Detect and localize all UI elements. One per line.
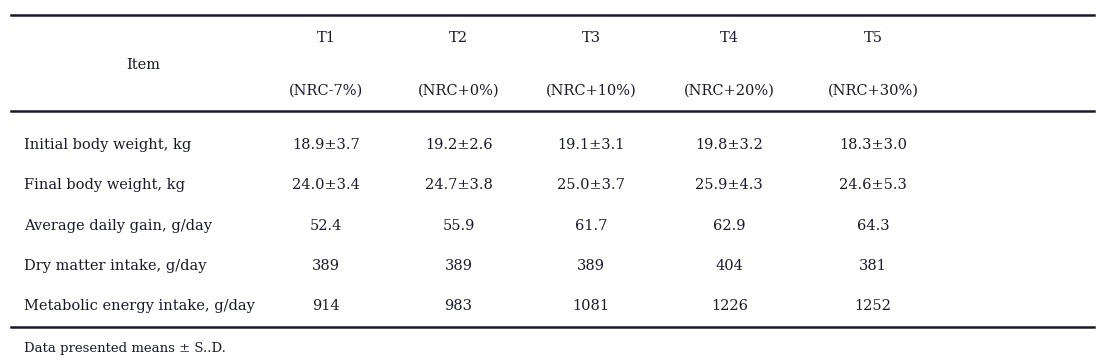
Text: 62.9: 62.9 bbox=[713, 219, 746, 233]
Text: (NRC+20%): (NRC+20%) bbox=[684, 84, 775, 98]
Text: Dry matter intake, g/day: Dry matter intake, g/day bbox=[24, 259, 207, 273]
Text: 389: 389 bbox=[577, 259, 606, 273]
Text: T2: T2 bbox=[449, 31, 469, 45]
Text: T5: T5 bbox=[863, 31, 883, 45]
Text: (NRC+0%): (NRC+0%) bbox=[418, 84, 499, 98]
Text: 61.7: 61.7 bbox=[575, 219, 608, 233]
Text: 64.3: 64.3 bbox=[856, 219, 890, 233]
Text: Metabolic energy intake, g/day: Metabolic energy intake, g/day bbox=[24, 299, 255, 313]
Text: 24.7±3.8: 24.7±3.8 bbox=[424, 178, 493, 192]
Text: 19.2±2.6: 19.2±2.6 bbox=[424, 138, 493, 152]
Text: (NRC+30%): (NRC+30%) bbox=[828, 84, 918, 98]
Text: 24.0±3.4: 24.0±3.4 bbox=[292, 178, 360, 192]
Text: 19.8±3.2: 19.8±3.2 bbox=[695, 138, 764, 152]
Text: Average daily gain, g/day: Average daily gain, g/day bbox=[24, 219, 212, 233]
Text: 52.4: 52.4 bbox=[309, 219, 343, 233]
Text: Data presented means ± S..D.: Data presented means ± S..D. bbox=[24, 342, 227, 355]
Text: 1081: 1081 bbox=[572, 299, 610, 313]
Text: 389: 389 bbox=[444, 259, 473, 273]
Text: 983: 983 bbox=[444, 299, 473, 313]
Text: Initial body weight, kg: Initial body weight, kg bbox=[24, 138, 191, 152]
Text: T1: T1 bbox=[316, 31, 336, 45]
Text: T3: T3 bbox=[581, 31, 601, 45]
Text: 914: 914 bbox=[312, 299, 340, 313]
Text: 1226: 1226 bbox=[711, 299, 748, 313]
Text: 389: 389 bbox=[312, 259, 340, 273]
Text: 381: 381 bbox=[859, 259, 887, 273]
Text: (NRC+10%): (NRC+10%) bbox=[546, 84, 636, 98]
Text: 24.6±5.3: 24.6±5.3 bbox=[839, 178, 907, 192]
Text: 19.1±3.1: 19.1±3.1 bbox=[558, 138, 624, 152]
Text: T4: T4 bbox=[719, 31, 739, 45]
Text: Item: Item bbox=[127, 58, 160, 72]
Text: 25.9±4.3: 25.9±4.3 bbox=[695, 178, 764, 192]
Text: 25.0±3.7: 25.0±3.7 bbox=[557, 178, 625, 192]
Text: 55.9: 55.9 bbox=[442, 219, 475, 233]
Text: 404: 404 bbox=[715, 259, 744, 273]
Text: 18.3±3.0: 18.3±3.0 bbox=[839, 138, 907, 152]
Text: Final body weight, kg: Final body weight, kg bbox=[24, 178, 186, 192]
Text: 18.9±3.7: 18.9±3.7 bbox=[292, 138, 360, 152]
Text: (NRC-7%): (NRC-7%) bbox=[288, 84, 364, 98]
Text: 1252: 1252 bbox=[854, 299, 892, 313]
